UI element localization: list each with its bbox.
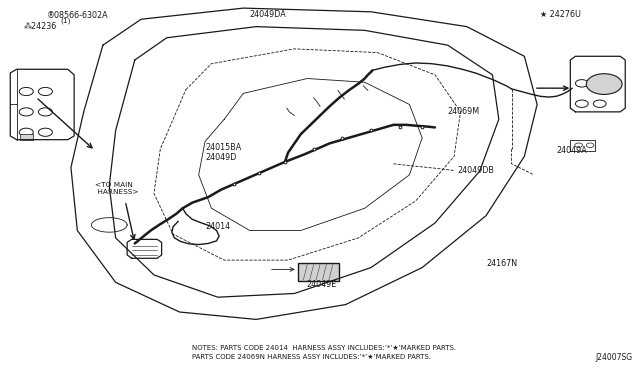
Circle shape [38, 108, 52, 116]
Text: PARTS CODE 24069N HARNESS ASSY INCLUDES:’*’★’MARKED PARTS.: PARTS CODE 24069N HARNESS ASSY INCLUDES:… [192, 354, 431, 360]
Circle shape [593, 100, 606, 108]
Text: 24014: 24014 [205, 221, 230, 231]
Circle shape [38, 128, 52, 137]
FancyBboxPatch shape [298, 263, 339, 281]
Circle shape [19, 108, 33, 116]
Circle shape [19, 128, 33, 137]
FancyBboxPatch shape [20, 134, 33, 140]
Text: 24049D: 24049D [205, 153, 236, 161]
Circle shape [575, 100, 588, 108]
Text: 24167N: 24167N [486, 259, 517, 268]
Circle shape [593, 80, 606, 87]
Text: 24049DB: 24049DB [458, 166, 494, 175]
Circle shape [586, 74, 622, 94]
Text: (1): (1) [60, 18, 70, 24]
Circle shape [38, 87, 52, 96]
Text: 24049E: 24049E [306, 280, 336, 289]
Text: ®08566-6302A: ®08566-6302A [47, 11, 108, 20]
Text: J24007SG: J24007SG [596, 353, 633, 362]
Text: 24049DA: 24049DA [250, 10, 287, 19]
Text: 24015BA: 24015BA [205, 142, 241, 151]
Text: NOTES: PARTS CODE 24014  HARNESS ASSY INCLUDES:’*’★’MARKED PARTS.: NOTES: PARTS CODE 24014 HARNESS ASSY INC… [192, 345, 456, 351]
Text: 24069M: 24069M [448, 108, 480, 116]
Text: ⁂24236: ⁂24236 [24, 22, 57, 31]
Circle shape [575, 80, 588, 87]
Circle shape [19, 87, 33, 96]
Text: 24049A: 24049A [556, 146, 587, 155]
Text: ★ 24276U: ★ 24276U [540, 10, 581, 19]
Text: <TO MAIN
 HARNESS>: <TO MAIN HARNESS> [95, 182, 139, 195]
